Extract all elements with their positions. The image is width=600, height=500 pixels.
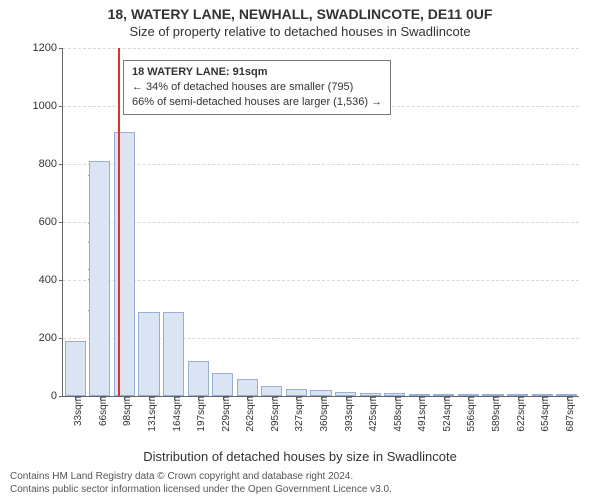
- x-tick-label: 393sqm: [342, 396, 355, 432]
- histogram-bar: [163, 312, 184, 396]
- x-tick-label: 131sqm: [145, 396, 158, 432]
- plot-area: 02004006008001000120033sqm66sqm98sqm131s…: [62, 48, 579, 397]
- x-tick-label: 654sqm: [538, 396, 551, 432]
- x-tick-label: 66sqm: [96, 396, 109, 426]
- y-tick-label: 0: [51, 390, 63, 402]
- y-tick-label: 200: [39, 332, 63, 344]
- x-tick-label: 458sqm: [391, 396, 404, 432]
- histogram-bar: [89, 161, 110, 396]
- x-tick-label: 425sqm: [366, 396, 379, 432]
- x-tick-label: 327sqm: [292, 396, 305, 432]
- grid-line: [63, 164, 579, 165]
- info-box-title: 18 WATERY LANE: 91sqm: [132, 65, 382, 80]
- x-tick-label: 197sqm: [194, 396, 207, 432]
- y-tick-label: 600: [39, 216, 63, 228]
- subject-property-marker: [118, 48, 120, 396]
- x-tick-label: 589sqm: [489, 396, 502, 432]
- y-tick-label: 1000: [33, 100, 63, 112]
- chart-footer: Contains HM Land Registry data © Crown c…: [10, 471, 590, 496]
- histogram-bar: [237, 379, 258, 396]
- property-size-chart: 18, WATERY LANE, NEWHALL, SWADLINCOTE, D…: [0, 0, 600, 500]
- grid-line: [63, 280, 579, 281]
- x-tick-label: 295sqm: [268, 396, 281, 432]
- x-tick-label: 622sqm: [514, 396, 527, 432]
- x-tick-label: 524sqm: [440, 396, 453, 432]
- histogram-bar: [188, 361, 209, 396]
- x-tick-label: 360sqm: [317, 396, 330, 432]
- x-tick-label: 262sqm: [243, 396, 256, 432]
- histogram-bar: [65, 341, 86, 396]
- footer-line1: Contains HM Land Registry data © Crown c…: [10, 471, 590, 484]
- x-axis-label: Distribution of detached houses by size …: [0, 449, 600, 464]
- x-tick-label: 33sqm: [71, 396, 84, 426]
- x-tick-label: 229sqm: [219, 396, 232, 432]
- histogram-bar: [212, 373, 233, 396]
- chart-title-line1: 18, WATERY LANE, NEWHALL, SWADLINCOTE, D…: [0, 6, 600, 22]
- histogram-bar: [261, 386, 282, 396]
- y-tick-label: 800: [39, 158, 63, 170]
- x-tick-label: 556sqm: [464, 396, 477, 432]
- x-tick-label: 164sqm: [170, 396, 183, 432]
- histogram-bar: [138, 312, 159, 396]
- info-box-line2: ← 34% of detached houses are smaller (79…: [132, 80, 382, 95]
- chart-title-line2: Size of property relative to detached ho…: [0, 24, 600, 39]
- y-tick-label: 1200: [33, 42, 63, 54]
- x-tick-label: 491sqm: [415, 396, 428, 432]
- histogram-bar: [114, 132, 135, 396]
- x-tick-label: 687sqm: [563, 396, 576, 432]
- grid-line: [63, 222, 579, 223]
- histogram-bar: [286, 389, 307, 396]
- footer-line2: Contains public sector information licen…: [10, 484, 590, 497]
- info-box: 18 WATERY LANE: 91sqm ← 34% of detached …: [123, 60, 391, 115]
- grid-line: [63, 48, 579, 49]
- x-tick-label: 98sqm: [120, 396, 133, 426]
- info-box-line3: 66% of semi-detached houses are larger (…: [132, 95, 382, 110]
- y-tick-label: 400: [39, 274, 63, 286]
